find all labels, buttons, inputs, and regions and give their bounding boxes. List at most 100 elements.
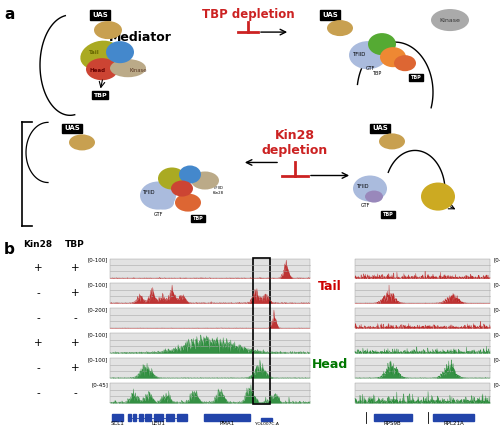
Ellipse shape xyxy=(69,134,95,150)
Bar xyxy=(355,283,490,303)
Bar xyxy=(154,414,163,421)
Text: [0-100]: [0-100] xyxy=(88,257,108,262)
Bar xyxy=(355,259,490,279)
Text: Kinase: Kinase xyxy=(440,17,460,23)
Text: Head: Head xyxy=(90,68,106,73)
Text: [0-100]: [0-100] xyxy=(493,282,500,288)
Ellipse shape xyxy=(191,172,219,190)
Text: GTF: GTF xyxy=(366,66,374,71)
Text: Act: Act xyxy=(104,28,112,32)
Ellipse shape xyxy=(353,176,387,201)
Text: PMA1: PMA1 xyxy=(220,421,234,426)
Ellipse shape xyxy=(80,40,120,70)
Text: [0-200]: [0-200] xyxy=(88,307,108,312)
Bar xyxy=(204,414,250,421)
Text: -: - xyxy=(36,313,40,323)
Text: [0-100]: [0-100] xyxy=(493,382,500,387)
Text: Act: Act xyxy=(388,139,396,144)
Text: TFIID: TFIID xyxy=(356,184,368,189)
Bar xyxy=(112,414,123,421)
Text: [0-100]: [0-100] xyxy=(493,332,500,337)
Text: a: a xyxy=(4,7,14,22)
Bar xyxy=(110,259,310,279)
Text: Pol II: Pol II xyxy=(183,201,193,204)
Ellipse shape xyxy=(158,167,186,190)
Text: TBP: TBP xyxy=(382,212,394,217)
Text: TBP: TBP xyxy=(192,216,203,221)
Bar xyxy=(355,358,490,378)
Text: Pol II: Pol II xyxy=(432,194,444,199)
Text: UAS: UAS xyxy=(322,12,338,18)
Text: Kin28: Kin28 xyxy=(275,129,315,142)
Ellipse shape xyxy=(327,20,353,36)
Text: RPL21A: RPL21A xyxy=(443,421,464,426)
Bar xyxy=(253,257,270,404)
Ellipse shape xyxy=(368,33,396,55)
Text: +: + xyxy=(70,338,80,348)
Text: depletion: depletion xyxy=(262,144,328,157)
Ellipse shape xyxy=(140,181,176,210)
Text: +: + xyxy=(34,263,42,273)
Text: -: - xyxy=(36,363,40,373)
Text: Mediator: Mediator xyxy=(108,31,172,43)
Text: Act: Act xyxy=(78,140,86,145)
Text: UAS: UAS xyxy=(64,125,80,131)
Text: [0-100]: [0-100] xyxy=(493,257,500,262)
Bar xyxy=(110,383,310,403)
Text: RPS9B: RPS9B xyxy=(384,421,402,426)
Text: TFIID: TFIID xyxy=(354,52,366,57)
Bar xyxy=(355,333,490,353)
Bar xyxy=(110,308,310,328)
Text: GTF: GTF xyxy=(154,212,162,217)
Ellipse shape xyxy=(86,58,118,80)
Ellipse shape xyxy=(380,47,406,67)
Text: TBP: TBP xyxy=(159,201,167,206)
Bar xyxy=(434,414,474,421)
Bar xyxy=(139,414,143,421)
Text: SCL1: SCL1 xyxy=(110,421,124,426)
Text: [0-100]: [0-100] xyxy=(493,357,500,362)
Ellipse shape xyxy=(106,41,134,63)
Bar xyxy=(110,358,310,378)
Ellipse shape xyxy=(349,41,387,69)
Text: TBP: TBP xyxy=(410,75,422,80)
Ellipse shape xyxy=(365,190,383,203)
Text: Pol II: Pol II xyxy=(400,61,410,65)
Text: -: - xyxy=(36,288,40,298)
Text: [0-45]: [0-45] xyxy=(91,382,108,387)
Text: GTF: GTF xyxy=(360,203,370,208)
Text: Middle: Middle xyxy=(115,49,133,54)
Text: TBP depletion: TBP depletion xyxy=(202,8,294,21)
Ellipse shape xyxy=(431,9,469,31)
Text: +: + xyxy=(70,263,80,273)
Text: [0-100]: [0-100] xyxy=(88,282,108,288)
Text: UAS: UAS xyxy=(372,125,388,131)
Ellipse shape xyxy=(94,21,122,39)
Text: UAS: UAS xyxy=(92,12,108,18)
Text: -: - xyxy=(73,388,77,398)
Bar xyxy=(128,414,131,421)
Ellipse shape xyxy=(175,193,201,212)
Text: +: + xyxy=(70,363,80,373)
Text: Tail: Tail xyxy=(318,280,342,293)
Text: Tail: Tail xyxy=(88,50,100,55)
Text: TBP: TBP xyxy=(370,195,378,199)
Text: b: b xyxy=(4,242,15,256)
Bar xyxy=(177,414,187,421)
Text: [0-100]: [0-100] xyxy=(493,307,500,312)
Text: +: + xyxy=(34,338,42,348)
Bar xyxy=(110,333,310,353)
Text: [0-100]: [0-100] xyxy=(88,332,108,337)
Ellipse shape xyxy=(179,165,201,184)
Bar xyxy=(355,383,490,403)
Ellipse shape xyxy=(110,59,146,77)
Text: TFIID: TFIID xyxy=(142,190,154,195)
Text: TBP: TBP xyxy=(93,93,107,98)
Bar xyxy=(261,417,272,421)
Text: YOL007C-A: YOL007C-A xyxy=(255,422,279,426)
Text: TBP: TBP xyxy=(65,239,85,248)
Ellipse shape xyxy=(379,133,405,150)
Bar xyxy=(374,414,412,421)
Text: TBP: TBP xyxy=(372,71,382,76)
Ellipse shape xyxy=(154,196,174,210)
